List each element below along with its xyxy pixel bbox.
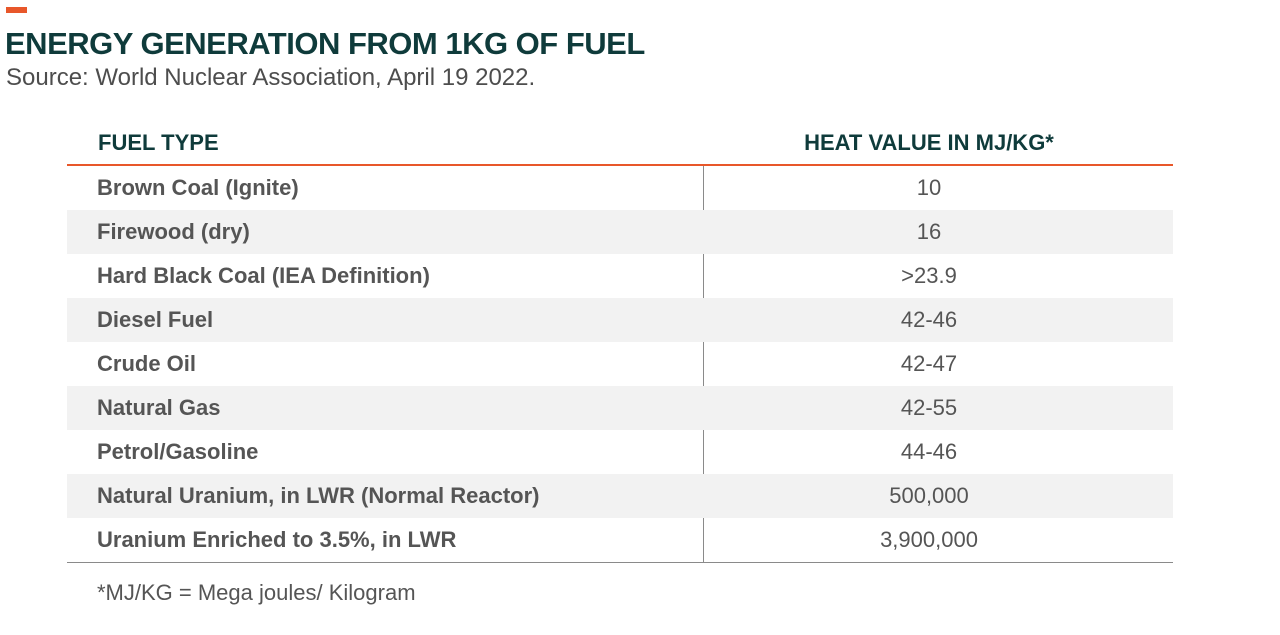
table-row: Uranium Enriched to 3.5%, in LWR 3,900,00… — [67, 518, 1173, 562]
table-body: Brown Coal (Ignite) 10 Firewood (dry) 16 Har… — [67, 166, 1173, 562]
footnote: *MJ/KG = Mega joules/ Kilogram — [97, 580, 416, 605]
column-header-heat-value: HEAT VALUE IN MJ/KG* — [804, 130, 1054, 155]
table-row: Natural Uranium, in LWR (Normal Reactor)… — [67, 474, 1173, 518]
source-subtitle: Source: World Nuclear Association, April… — [6, 64, 536, 91]
fuel-energy-table: FUEL TYPE HEAT VALUE IN MJ/KG* Brown Coa… — [67, 124, 1173, 563]
table-row: Petrol/Gasoline 44-46 — [67, 430, 1173, 474]
table-bottom-rule — [67, 562, 1173, 563]
column-divider — [703, 166, 704, 562]
heat-value-cell: 44-46 — [900, 439, 958, 464]
fuel-type-cell: Crude Oil — [97, 351, 197, 376]
table-row: Hard Black Coal (IEA Definition) >23.9 — [67, 254, 1173, 298]
heat-value-cell: 500,000 — [889, 483, 969, 508]
fuel-type-cell: Uranium Enriched to 3.5%, in LWR — [97, 527, 457, 552]
fuel-type-cell: Brown Coal (Ignite) — [97, 175, 299, 200]
heat-value-cell: 42-47 — [900, 351, 958, 376]
fuel-type-cell: Firewood (dry) — [97, 219, 250, 244]
table-row: Natural Gas 42-55 — [67, 386, 1173, 430]
fuel-type-cell: Diesel Fuel — [97, 307, 214, 332]
heat-value-cell: >23.9 — [901, 263, 957, 288]
fuel-type-cell: Petrol/Gasoline — [97, 439, 259, 464]
table-row: Brown Coal (Ignite) 10 — [67, 166, 1173, 210]
fuel-type-cell: Natural Gas — [97, 395, 221, 420]
heat-value-cell: 16 — [916, 219, 942, 244]
page-title: ENERGY GENERATION FROM 1KG OF FUEL — [5, 26, 645, 61]
column-header-fuel-type: FUEL TYPE — [98, 130, 219, 155]
heat-value-cell: 10 — [916, 175, 942, 200]
table-row: Diesel Fuel 42-46 — [67, 298, 1173, 342]
heat-value-cell: 3,900,000 — [880, 527, 978, 552]
heat-value-cell: 42-46 — [900, 307, 958, 332]
fuel-type-cell: Natural Uranium, in LWR (Normal Reactor) — [97, 483, 540, 508]
heat-value-cell: 42-55 — [900, 395, 958, 420]
table-row: Crude Oil 42-47 — [67, 342, 1173, 386]
accent-bar — [6, 7, 27, 13]
table-row: Firewood (dry) 16 — [67, 210, 1173, 254]
fuel-type-cell: Hard Black Coal (IEA Definition) — [97, 263, 430, 288]
table-header-row: FUEL TYPE HEAT VALUE IN MJ/KG* — [67, 124, 1173, 166]
